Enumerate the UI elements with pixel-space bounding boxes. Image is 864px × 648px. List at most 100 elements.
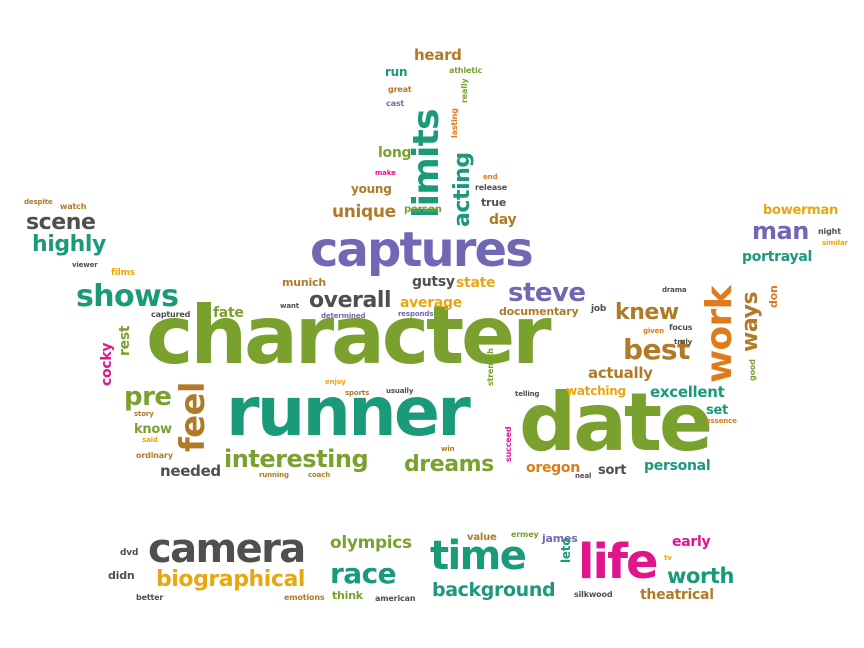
word-said: said [142,436,158,444]
word-coach: coach [308,471,331,479]
word-tv: tv [664,554,672,562]
word-didn: didn [108,569,135,582]
word-worth: worth [667,564,735,588]
word-olympics: olympics [330,533,412,553]
word-focus: focus [669,323,693,332]
word-state: state [456,275,496,291]
word-captures: captures [310,222,534,278]
word-lasting: lasting [450,108,459,138]
word-james: james [542,532,578,545]
word-set: set [706,403,728,418]
word-background: background [432,579,556,601]
word-emotions: emotions [284,593,325,602]
word-character: character [146,289,552,382]
word-date: date [519,376,713,469]
word-similar: similar [822,239,848,247]
word-ordinary: ordinary [136,451,173,460]
word-steve: steve [508,278,586,308]
word-great: great [388,85,412,94]
word-highly: highly [32,232,106,257]
word-work: work [699,286,740,383]
word-dvd: dvd [120,548,139,558]
word-running: running [259,471,289,479]
word-silkwood: silkwood [574,590,613,599]
word-cast: cast [386,99,405,108]
word-neal: neal [575,472,592,480]
word-truly: truly [674,338,693,346]
word-camera: camera [148,526,306,572]
word-don: don [767,285,780,308]
word-acting: acting [450,152,475,227]
word-overall: overall [309,288,392,313]
word-telling: telling [515,390,540,398]
word-usually: usually [386,387,414,395]
word-strength: strength [486,348,495,386]
word-heard: heard [414,46,462,64]
word-man: man [752,217,809,245]
word-knew: knew [615,300,679,325]
word-win: win [441,445,455,453]
word-athletic: athletic [449,66,483,75]
word-interesting: interesting [224,445,369,473]
word-rest: rest [117,325,133,356]
word-good: good [748,359,757,381]
word-person: person [404,204,442,215]
word-documentary: documentary [499,305,579,318]
word-determined: determined [321,312,366,320]
word-feel: feel [173,382,213,452]
word-viewer: viewer [72,261,98,269]
word-limits: limits [406,109,447,218]
word-day: day [489,212,517,228]
word-portrayal: portrayal [742,249,813,265]
word-films: films [111,268,135,278]
word-release: release [475,183,508,192]
word-long: long [378,145,412,161]
word-essence: essence [706,417,737,425]
word-american: american [375,594,416,603]
word-job: job [591,304,607,314]
word-personal: personal [644,458,711,474]
word-needed: needed [160,462,221,480]
word-early: early [672,534,711,550]
word-better: better [136,593,164,602]
word-shows: shows [76,279,179,314]
word-watch: watch [60,202,87,211]
word-cocky: cocky [99,342,115,386]
word-bowerman: bowerman [763,203,838,218]
word-munich: munich [282,276,326,289]
word-time: time [430,533,527,579]
word-really: really [460,78,469,103]
word-captured: captured [151,310,191,319]
word-unique: unique [332,202,396,222]
word-think: think [332,589,363,602]
word-succeed: succeed [504,426,513,462]
word-sports: sports [345,389,370,397]
word-enjoy: enjoy [325,378,346,386]
word-best: best [623,333,690,366]
word-end: end [483,173,498,181]
word-excellent: excellent [650,383,725,401]
word-given: given [643,327,665,335]
word-know: know [134,422,172,437]
word-sort: sort [598,463,627,478]
word-responds: responds [398,310,434,318]
word-race: race [330,557,397,590]
word-runner: runner [226,373,471,452]
word-drama: drama [662,286,687,294]
word-night: night [818,227,841,236]
word-value: value [467,532,497,543]
word-gutsy: gutsy [412,274,455,290]
word-oregon: oregon [526,460,580,476]
word-watching: watching [566,384,626,398]
word-make: make [375,169,396,177]
word-life: life [578,534,659,590]
word-theatrical: theatrical [640,587,714,603]
word-story: story [134,410,154,418]
word-ermey: ermey [511,530,539,539]
word-actually: actually [588,364,653,382]
word-pre: pre [124,382,172,412]
word-want: want [280,302,299,310]
word-ways: ways [738,291,763,352]
word-true: true [481,196,507,209]
